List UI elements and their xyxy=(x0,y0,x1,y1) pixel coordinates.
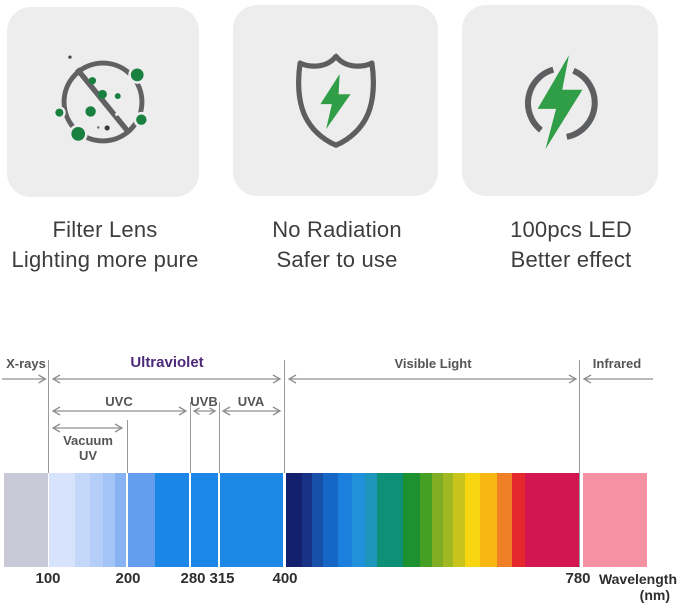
feature-tile-led-energy xyxy=(462,5,658,196)
feature-subtitle: Lighting more pure xyxy=(11,247,199,272)
region-label-uvb: UVB xyxy=(190,394,218,409)
feature-caption: 100pcs LED Better effect xyxy=(456,215,679,275)
spectrum-band xyxy=(103,473,115,567)
region-label-uvc: UVC xyxy=(105,394,133,409)
feature-caption: Filter Lens Lighting more pure xyxy=(0,215,220,275)
spectrum-band xyxy=(155,473,189,567)
spectrum-band xyxy=(49,473,75,567)
wavelength-tick: 780 xyxy=(565,570,591,587)
feature-subtitle: Better effect xyxy=(510,247,632,272)
filter-lens-icon xyxy=(52,55,150,144)
feature-title: No Radiation xyxy=(272,217,402,242)
tick-row: 100 200 280 315 400 780 xyxy=(0,570,679,588)
spectrum-band xyxy=(128,473,155,567)
wavelength-tick: 315 xyxy=(209,570,235,587)
axis-label-wavelength: Wavelength (nm) xyxy=(598,571,677,603)
led-energy-icon xyxy=(525,54,598,149)
region-label-xrays: X-rays xyxy=(6,356,46,371)
spectrum-band xyxy=(286,473,302,567)
region-label-uva: UVA xyxy=(237,394,265,409)
no-radiation-shield-icon xyxy=(295,53,376,148)
spectrum-band xyxy=(377,473,403,567)
spectrum-band xyxy=(302,473,312,567)
region-label-vacuum-uv: Vacuum UV xyxy=(63,433,113,463)
spectrum-band xyxy=(191,473,218,567)
region-label-infrared: Infrared xyxy=(592,356,642,371)
spectrum-band xyxy=(453,473,465,567)
feature-caption: No Radiation Safer to use xyxy=(222,215,452,275)
spectrum-band xyxy=(403,473,420,567)
spectrum-band xyxy=(465,473,480,567)
spectrum-band xyxy=(115,473,126,567)
spectrum-annotation-lines xyxy=(2,360,653,567)
wavelength-tick: 400 xyxy=(272,570,298,587)
spectrum-band xyxy=(432,473,443,567)
spectrum-band xyxy=(365,473,377,567)
spectrum-band xyxy=(323,473,338,567)
spectrum-band xyxy=(338,473,352,567)
wavelength-tick: 280 xyxy=(180,570,206,587)
spectrum-band xyxy=(583,473,647,567)
spectrum-band xyxy=(480,473,497,567)
spectrum-band xyxy=(4,473,48,567)
feature-tile-no-radiation xyxy=(233,5,438,196)
spectrum-diagram: X-rays Ultraviolet Visible Light Infrare… xyxy=(0,340,679,605)
spectrum-band xyxy=(75,473,90,567)
wavelength-tick: 100 xyxy=(35,570,61,587)
spectrum-band xyxy=(420,473,432,567)
feature-tile-filter-lens xyxy=(7,7,199,197)
feature-subtitle: Safer to use xyxy=(276,247,398,272)
wavelength-tick: 200 xyxy=(115,570,141,587)
spectrum-band xyxy=(352,473,365,567)
feature-title: Filter Lens xyxy=(52,217,158,242)
feature-title: 100pcs LED xyxy=(510,217,632,242)
spectrum-bar xyxy=(0,473,679,567)
spectrum-band xyxy=(312,473,323,567)
region-label-visible-light: Visible Light xyxy=(394,356,472,371)
spectrum-band xyxy=(90,473,103,567)
spectrum-band xyxy=(525,473,579,567)
spectrum-band xyxy=(512,473,525,567)
spectrum-band xyxy=(497,473,512,567)
region-label-ultraviolet: Ultraviolet xyxy=(130,354,204,371)
spectrum-band xyxy=(443,473,453,567)
spectrum-band xyxy=(220,473,283,567)
